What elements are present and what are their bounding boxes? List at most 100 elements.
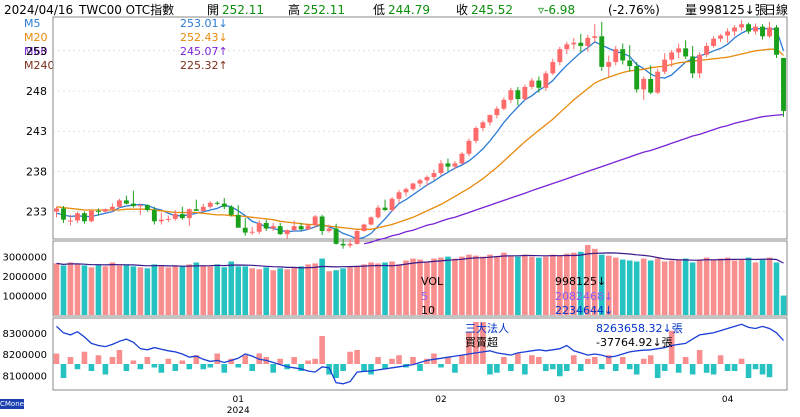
candle xyxy=(676,43,682,59)
volume-bar xyxy=(529,256,535,315)
institutional-bar xyxy=(333,364,339,378)
candle-body xyxy=(564,44,570,50)
institutional-bar xyxy=(312,358,318,364)
close-label: 收 xyxy=(456,3,469,17)
institutional-bar xyxy=(137,364,144,370)
volume-bar xyxy=(137,267,144,315)
candle-body xyxy=(431,173,437,178)
candle-body xyxy=(179,214,185,219)
candle-body xyxy=(669,52,675,60)
volume-bar xyxy=(438,257,444,315)
volume-bar xyxy=(144,268,151,315)
candle-body xyxy=(109,206,115,210)
volume-bar xyxy=(431,258,437,315)
quote-header: 2024/04/16 TWC00 OTC指數 開 252.11 高 252.11… xyxy=(0,2,800,18)
candle-body xyxy=(704,45,710,55)
candle-body xyxy=(690,56,696,74)
candle xyxy=(235,205,241,228)
candle xyxy=(207,201,213,209)
volume-bar xyxy=(584,244,591,315)
candle-body xyxy=(207,202,213,207)
volume-bars xyxy=(53,244,787,315)
price-tick-label: 248 xyxy=(26,85,47,98)
volume-bar xyxy=(158,266,165,315)
candle xyxy=(186,208,192,227)
institutional-bar xyxy=(74,364,81,370)
candle xyxy=(690,45,696,79)
candle-body xyxy=(473,128,479,141)
candle-body xyxy=(627,60,633,67)
ma-legend-m240: M240 225.32↑ xyxy=(24,59,228,72)
ma-value: 225.32↑ xyxy=(180,59,228,72)
candle xyxy=(704,42,710,58)
volume-bar xyxy=(647,260,654,315)
institutional-bar xyxy=(445,357,451,364)
volume-bar xyxy=(277,268,283,315)
candle xyxy=(508,87,514,104)
volume-bar xyxy=(550,254,556,315)
candle xyxy=(648,65,654,95)
volume-average-line xyxy=(56,252,784,269)
candle-body xyxy=(403,189,409,193)
institutional-panel-frame xyxy=(52,317,788,391)
candle-body xyxy=(557,49,563,63)
candle xyxy=(340,239,346,249)
volume-bar xyxy=(494,256,500,315)
institutional-bar xyxy=(738,358,745,364)
institutional-bar xyxy=(696,350,703,364)
candle xyxy=(494,106,500,119)
candle-body xyxy=(592,36,598,38)
candle xyxy=(396,189,402,203)
candle-body xyxy=(312,216,318,226)
candle xyxy=(683,40,689,59)
volume-bar xyxy=(256,269,263,315)
candle xyxy=(781,57,786,117)
volume-bar xyxy=(689,262,696,315)
candle-body xyxy=(410,183,416,190)
candle-body xyxy=(298,226,304,230)
candle xyxy=(116,198,122,208)
volume-panel-frame xyxy=(52,240,788,317)
volume-bar xyxy=(179,266,186,315)
candle-body xyxy=(54,208,59,212)
candle-body xyxy=(186,209,192,219)
institutional-bar xyxy=(661,364,668,371)
candle xyxy=(319,214,325,235)
low-value: 244.79 xyxy=(388,3,430,17)
institutional-bar xyxy=(270,364,276,373)
volume-bar xyxy=(417,259,423,315)
institutional-bar xyxy=(480,322,486,364)
candle xyxy=(179,206,185,220)
candle xyxy=(165,215,171,223)
candle xyxy=(368,216,374,226)
candle xyxy=(89,210,94,223)
candle-body xyxy=(130,203,136,207)
candle xyxy=(655,68,661,95)
candle xyxy=(599,21,605,71)
candle xyxy=(158,212,164,225)
volume-bar xyxy=(675,259,682,315)
candle xyxy=(382,199,388,211)
candle xyxy=(732,25,738,37)
volume-bar xyxy=(605,255,612,315)
institutional-line xyxy=(56,323,784,385)
volume-bar xyxy=(151,264,158,315)
candle-body xyxy=(277,226,283,235)
x-axis-label: 03 xyxy=(554,395,565,405)
volume-bar xyxy=(654,258,661,315)
candle-body xyxy=(235,214,241,228)
institutional-bar xyxy=(123,364,130,371)
candle xyxy=(326,224,332,233)
candle xyxy=(606,55,612,77)
candle-body xyxy=(536,80,542,88)
candle xyxy=(431,169,437,181)
institutional-bar xyxy=(647,355,654,364)
institutional-bar xyxy=(598,364,605,370)
institutional-bar xyxy=(53,353,60,364)
candle xyxy=(480,120,486,132)
institutional-bar xyxy=(228,358,235,364)
institutional-bar xyxy=(186,364,193,370)
volume-bar xyxy=(682,258,689,315)
candle xyxy=(550,58,556,75)
candle-body xyxy=(739,24,745,28)
